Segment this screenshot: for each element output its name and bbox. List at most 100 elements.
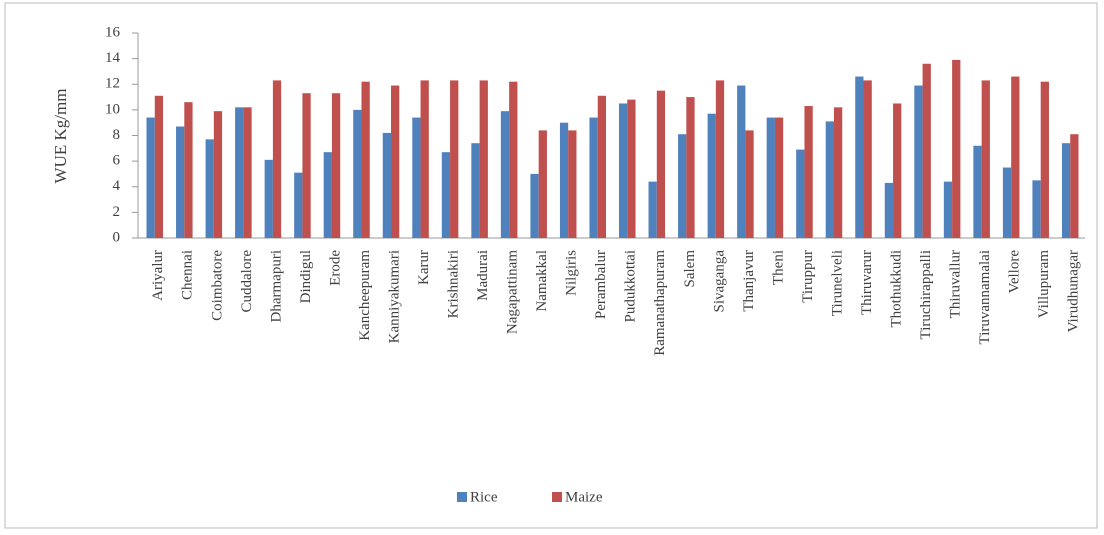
legend-swatch	[552, 492, 562, 502]
bar	[893, 103, 902, 238]
bar	[176, 126, 185, 238]
bar	[302, 93, 311, 238]
bar	[391, 85, 400, 238]
x-tick-label: Erode	[327, 250, 343, 286]
x-tick-label: Thanjavur	[741, 250, 757, 312]
bar	[500, 111, 510, 238]
x-tick-label: Cuddalore	[239, 250, 255, 313]
bar	[450, 80, 459, 238]
x-tick-label: Ramanathapuram	[652, 250, 668, 356]
bar	[597, 95, 607, 238]
bar	[1040, 81, 1049, 238]
y-tick-label: 12	[105, 76, 120, 92]
bar	[737, 85, 746, 238]
bar	[952, 59, 961, 238]
bar	[943, 181, 953, 238]
bar	[154, 95, 164, 238]
bar	[1011, 76, 1020, 238]
x-tick-label: Tiruvannamalai	[977, 250, 993, 344]
x-tick-label: Karur	[416, 250, 432, 285]
y-tick-label: 2	[113, 204, 121, 220]
bar	[1032, 180, 1041, 238]
bar	[1002, 167, 1012, 238]
x-tick-label: Nagapattinam	[505, 250, 521, 334]
bar	[745, 130, 754, 238]
bar	[264, 159, 273, 238]
x-tick-label: Thothukkudi	[888, 250, 904, 328]
y-tick-label: 4	[113, 178, 121, 194]
bar	[707, 113, 716, 238]
bar	[686, 97, 695, 238]
bar	[981, 80, 990, 238]
bar	[420, 80, 429, 238]
x-tick-label: Chennai	[180, 250, 196, 300]
y-tick-label: 10	[105, 101, 120, 117]
x-tick-label: Nilgiris	[564, 250, 580, 296]
legend-label: Maize	[565, 489, 603, 505]
bar	[884, 182, 894, 238]
bar	[656, 90, 666, 238]
bar	[766, 117, 775, 238]
bar	[825, 121, 834, 238]
bar	[184, 102, 193, 238]
bar	[323, 152, 332, 238]
bar	[361, 81, 370, 238]
bar	[618, 103, 628, 238]
bar	[213, 111, 223, 238]
bar	[331, 93, 341, 238]
y-tick-label: 6	[113, 153, 121, 169]
bar	[235, 107, 244, 238]
bar	[568, 130, 577, 238]
bar	[973, 145, 982, 238]
x-tick-label: Dharmapuri	[268, 250, 284, 322]
x-tick-label: Perambalur	[593, 250, 609, 319]
bar	[833, 107, 843, 238]
x-tick-label: Tiruchirappalli	[918, 250, 934, 339]
y-tick-label: 16	[105, 24, 121, 40]
y-tick-label: 14	[105, 50, 121, 66]
bar	[678, 134, 687, 238]
bar	[627, 99, 636, 238]
x-tick-label: Villupuram	[1036, 250, 1052, 319]
bar	[471, 143, 480, 238]
bar	[353, 109, 362, 238]
bar	[530, 173, 539, 238]
x-tick-label: Salem	[682, 250, 698, 288]
bar	[774, 117, 784, 238]
bar	[855, 76, 864, 238]
x-tick-label: Kanniyakumari	[386, 250, 402, 343]
legend-swatch	[457, 492, 467, 502]
bar	[441, 152, 451, 238]
x-tick-label: Dindigul	[298, 250, 314, 303]
x-tick-label: Kancheepuram	[357, 250, 373, 341]
x-tick-label: Thiruvallur	[948, 250, 964, 318]
x-tick-label: Tirunelveli	[829, 250, 845, 316]
bar	[796, 149, 805, 238]
bar	[412, 117, 421, 238]
bar	[205, 139, 214, 238]
x-tick-label: Coimbatore	[209, 250, 225, 321]
x-tick-label: Namakkal	[534, 250, 550, 312]
y-axis-title: WUE Kg/mm	[51, 89, 70, 184]
bar	[509, 81, 518, 238]
bar	[648, 181, 657, 238]
bar	[1061, 143, 1071, 238]
x-tick-label: Sivaganga	[711, 250, 727, 313]
y-tick-label: 8	[113, 127, 121, 143]
bar	[538, 130, 547, 238]
x-tick-label: Vellore	[1007, 250, 1023, 294]
x-tick-label: Pudukkottai	[623, 250, 639, 323]
bar	[589, 117, 598, 238]
x-tick-label: Tiruppur	[800, 250, 816, 303]
x-tick-label: Ariyalur	[150, 250, 166, 301]
bar	[272, 80, 282, 238]
bar	[922, 63, 931, 238]
bar	[294, 172, 303, 238]
bar	[146, 117, 155, 238]
bar	[243, 107, 252, 238]
bar	[559, 122, 569, 238]
bar	[715, 80, 725, 238]
legend-label: Rice	[470, 489, 498, 505]
x-tick-label: Thiruvarur	[859, 250, 875, 315]
